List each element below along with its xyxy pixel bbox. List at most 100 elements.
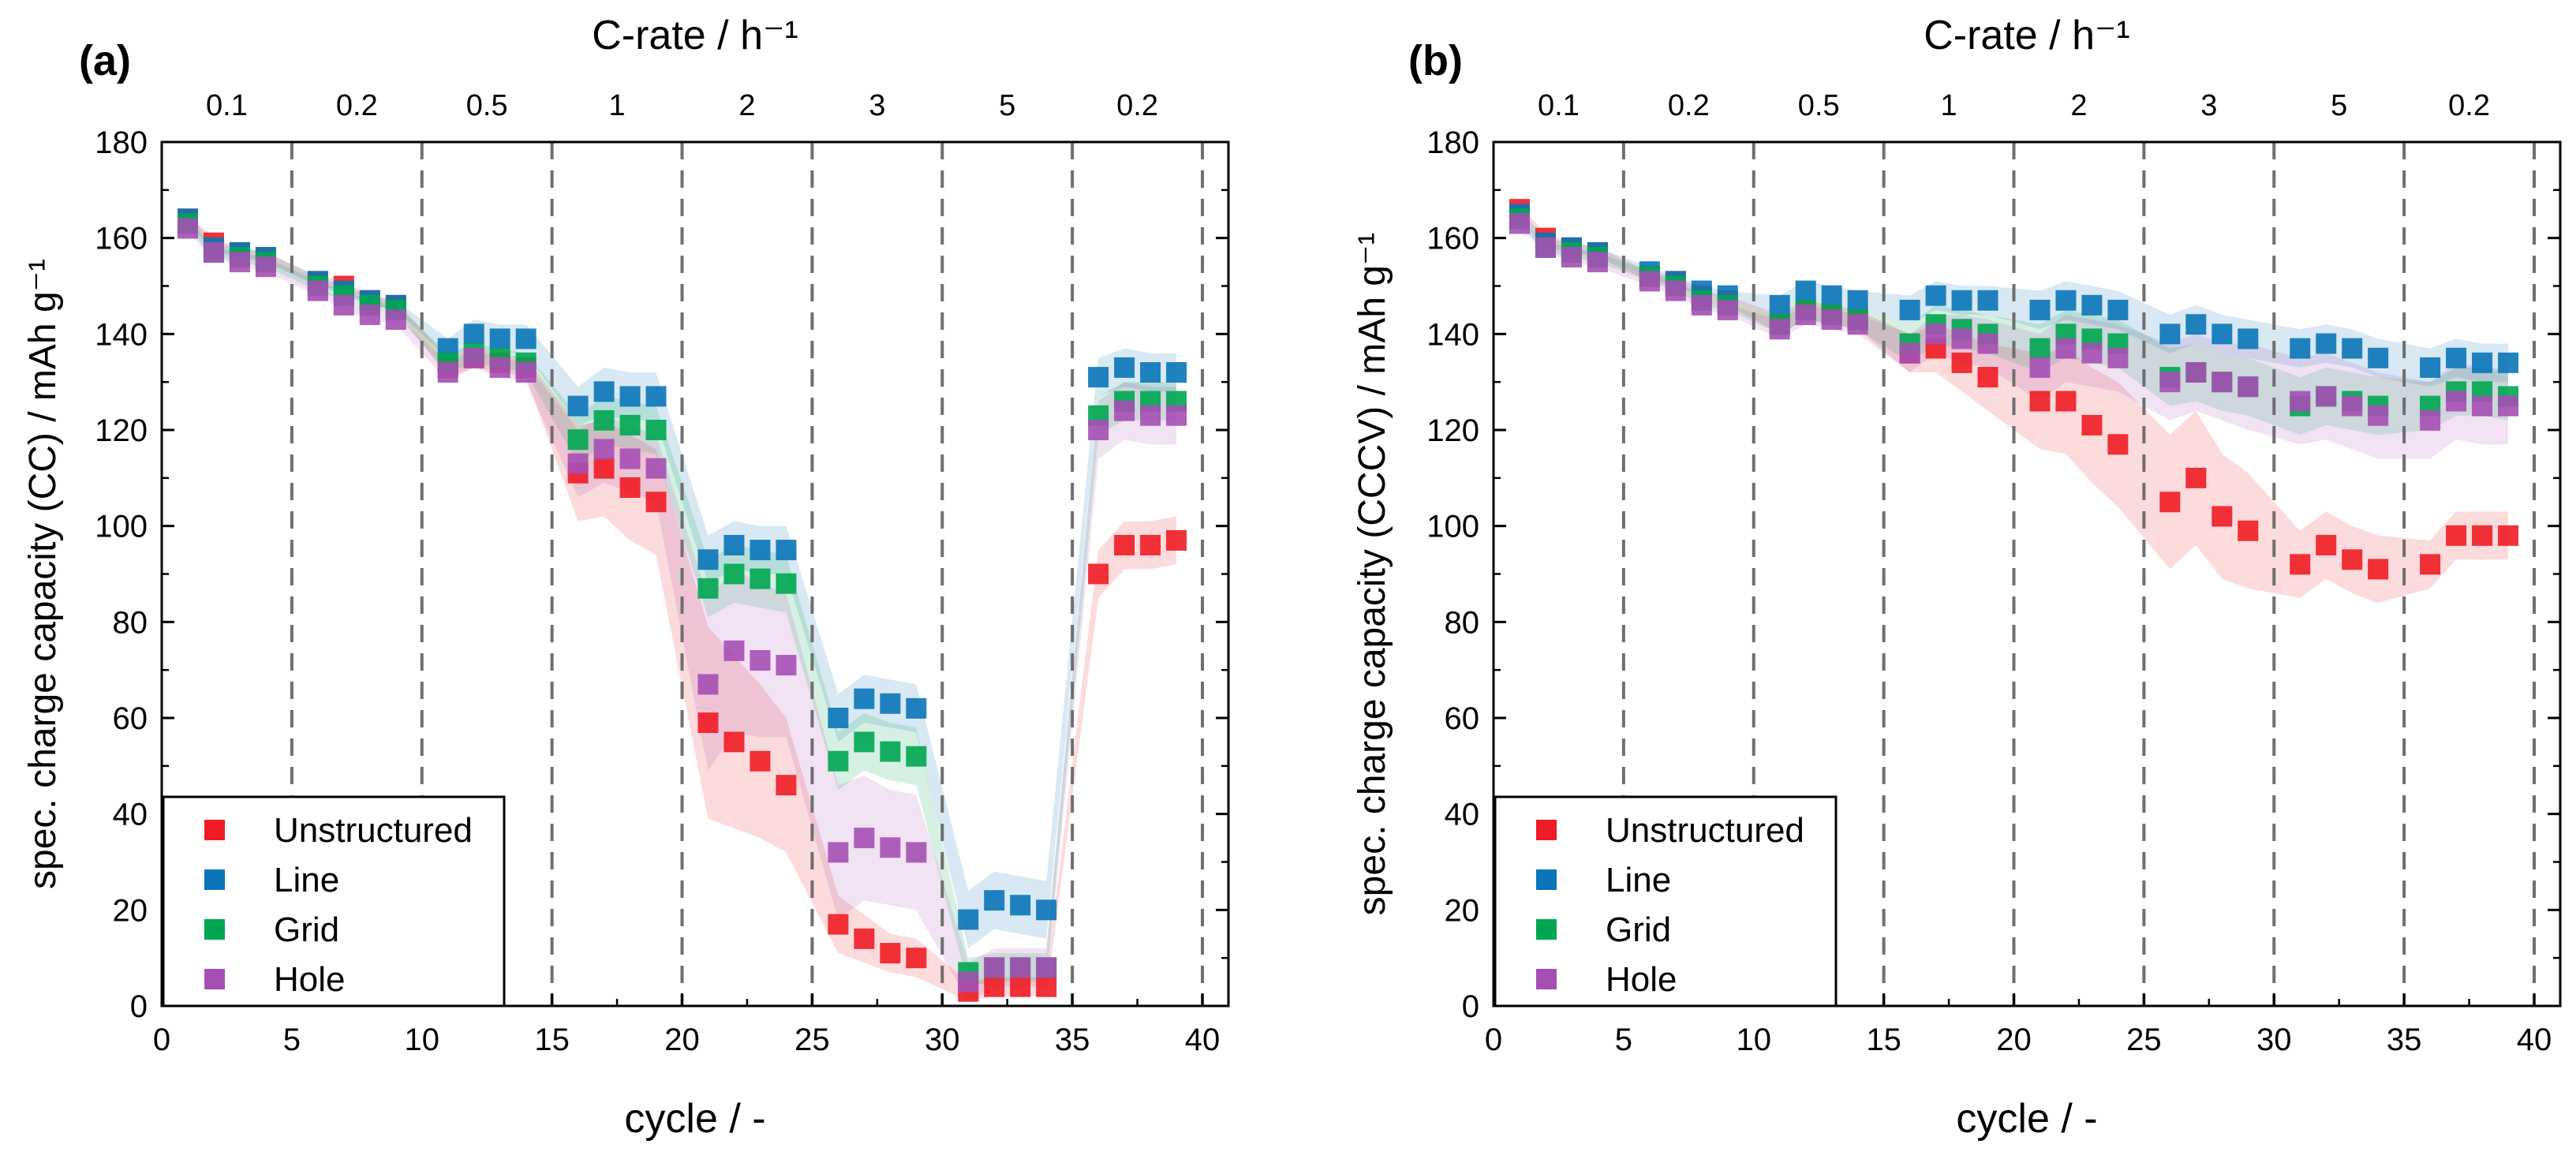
data-point-grid xyxy=(776,573,797,594)
data-point-grid xyxy=(906,746,927,767)
data-point-unstructured xyxy=(906,948,927,969)
data-point-unstructured xyxy=(2029,391,2051,412)
data-point-hole xyxy=(854,828,875,849)
legend-marker-unstructured xyxy=(1536,820,1557,840)
data-point-grid xyxy=(723,563,745,585)
data-point-unstructured xyxy=(2498,525,2519,546)
y-axis-label: spec. charge capacity (CCCV) / mAh g⁻¹ xyxy=(1352,233,1393,916)
data-point-unstructured xyxy=(619,477,641,498)
crate-label: 1 xyxy=(1941,89,1957,122)
data-point-unstructured xyxy=(2368,559,2389,580)
crate-label: 0.2 xyxy=(336,89,378,122)
data-point-hole xyxy=(229,252,250,273)
top-axis-title: C-rate / h⁻¹ xyxy=(592,13,798,58)
y-tick-label: 20 xyxy=(1445,893,1480,928)
data-point-grid xyxy=(750,568,771,589)
data-point-hole xyxy=(828,842,849,863)
data-point-line xyxy=(645,386,667,407)
data-point-line xyxy=(1166,362,1187,383)
data-point-unstructured xyxy=(593,458,615,479)
x-tick-label: 35 xyxy=(2387,1023,2422,1057)
data-point-hole xyxy=(2290,391,2311,412)
data-point-line xyxy=(958,909,979,930)
data-point-hole xyxy=(906,842,927,863)
data-point-line xyxy=(2472,352,2493,373)
data-point-hole xyxy=(1036,957,1057,978)
x-tick-label: 40 xyxy=(2517,1023,2552,1057)
data-point-grid xyxy=(854,731,875,753)
data-point-unstructured xyxy=(645,492,667,513)
data-point-hole xyxy=(1847,314,1868,335)
data-point-unstructured xyxy=(2159,492,2181,513)
data-point-hole xyxy=(1717,299,1738,320)
data-point-hole xyxy=(567,453,589,474)
data-point-hole xyxy=(1509,213,1530,234)
y-tick-label: 160 xyxy=(1426,222,1479,256)
crate-label: 0.5 xyxy=(466,89,508,122)
data-point-line xyxy=(697,549,719,570)
data-point-hole xyxy=(1951,328,1972,350)
data-point-hole xyxy=(2446,391,2467,412)
data-point-line xyxy=(2211,323,2233,345)
data-point-line xyxy=(1847,290,1868,311)
crate-label: 2 xyxy=(738,89,755,122)
data-point-hole xyxy=(880,837,901,858)
legend-marker-grid xyxy=(204,919,225,940)
x-tick-label: 35 xyxy=(1055,1023,1090,1057)
data-point-unstructured xyxy=(1114,535,1135,555)
data-point-unstructured xyxy=(984,976,1005,997)
data-point-hole xyxy=(489,357,510,378)
panel-label: (b) xyxy=(1408,37,1463,84)
data-point-hole xyxy=(2081,342,2103,364)
data-point-line xyxy=(2316,333,2337,354)
legend-label-grid: Grid xyxy=(274,910,339,949)
data-point-line xyxy=(2446,347,2467,368)
data-point-line xyxy=(2498,352,2519,373)
y-tick-label: 140 xyxy=(95,317,148,352)
data-point-unstructured xyxy=(2316,535,2337,555)
top-axis-title: C-rate / h⁻¹ xyxy=(1924,13,2130,58)
y-tick-label: 140 xyxy=(1426,317,1479,352)
data-point-hole xyxy=(437,362,458,383)
data-point-line xyxy=(828,708,849,728)
data-point-line xyxy=(463,323,484,345)
legend: Unstructured Line Grid Hole xyxy=(1494,795,1838,1008)
legend-marker-unstructured xyxy=(204,820,225,840)
y-tick-label: 100 xyxy=(95,510,148,544)
data-point-grid xyxy=(828,750,849,772)
data-point-line xyxy=(619,386,641,407)
data-point-grid xyxy=(2029,338,2051,359)
data-point-unstructured xyxy=(2342,549,2363,570)
data-point-unstructured xyxy=(2185,467,2207,488)
data-point-unstructured xyxy=(2420,554,2441,575)
data-point-unstructured xyxy=(2107,434,2129,455)
data-point-line xyxy=(2107,299,2129,320)
data-point-hole xyxy=(2029,357,2051,378)
data-point-hole xyxy=(1140,405,1161,426)
data-point-unstructured xyxy=(2081,414,2103,436)
y-tick-label: 40 xyxy=(1445,798,1480,832)
x-tick-label: 40 xyxy=(1185,1023,1221,1057)
x-axis-label: cycle / - xyxy=(624,1096,765,1142)
data-point-line xyxy=(984,890,1005,911)
data-point-hole xyxy=(2420,409,2441,431)
data-point-line xyxy=(2290,338,2311,359)
data-point-line xyxy=(750,540,771,561)
crate-label: 0.5 xyxy=(1798,89,1840,122)
data-point-hole xyxy=(750,650,771,671)
y-tick-label: 180 xyxy=(95,125,148,160)
series-hole xyxy=(1509,213,2519,431)
x-tick-label: 20 xyxy=(664,1023,700,1057)
data-point-unstructured xyxy=(750,750,771,772)
data-point-hole xyxy=(2185,362,2207,383)
data-point-hole xyxy=(2107,347,2129,368)
data-point-hole xyxy=(1114,400,1135,421)
data-point-line xyxy=(1899,299,1920,320)
legend-label-line: Line xyxy=(1606,861,1671,899)
y-tick-label: 60 xyxy=(1445,701,1480,736)
data-point-line xyxy=(723,535,745,555)
spread-band-hole xyxy=(1520,219,2508,459)
crate-label: 0.1 xyxy=(1538,89,1580,122)
data-point-unstructured xyxy=(1088,563,1109,585)
